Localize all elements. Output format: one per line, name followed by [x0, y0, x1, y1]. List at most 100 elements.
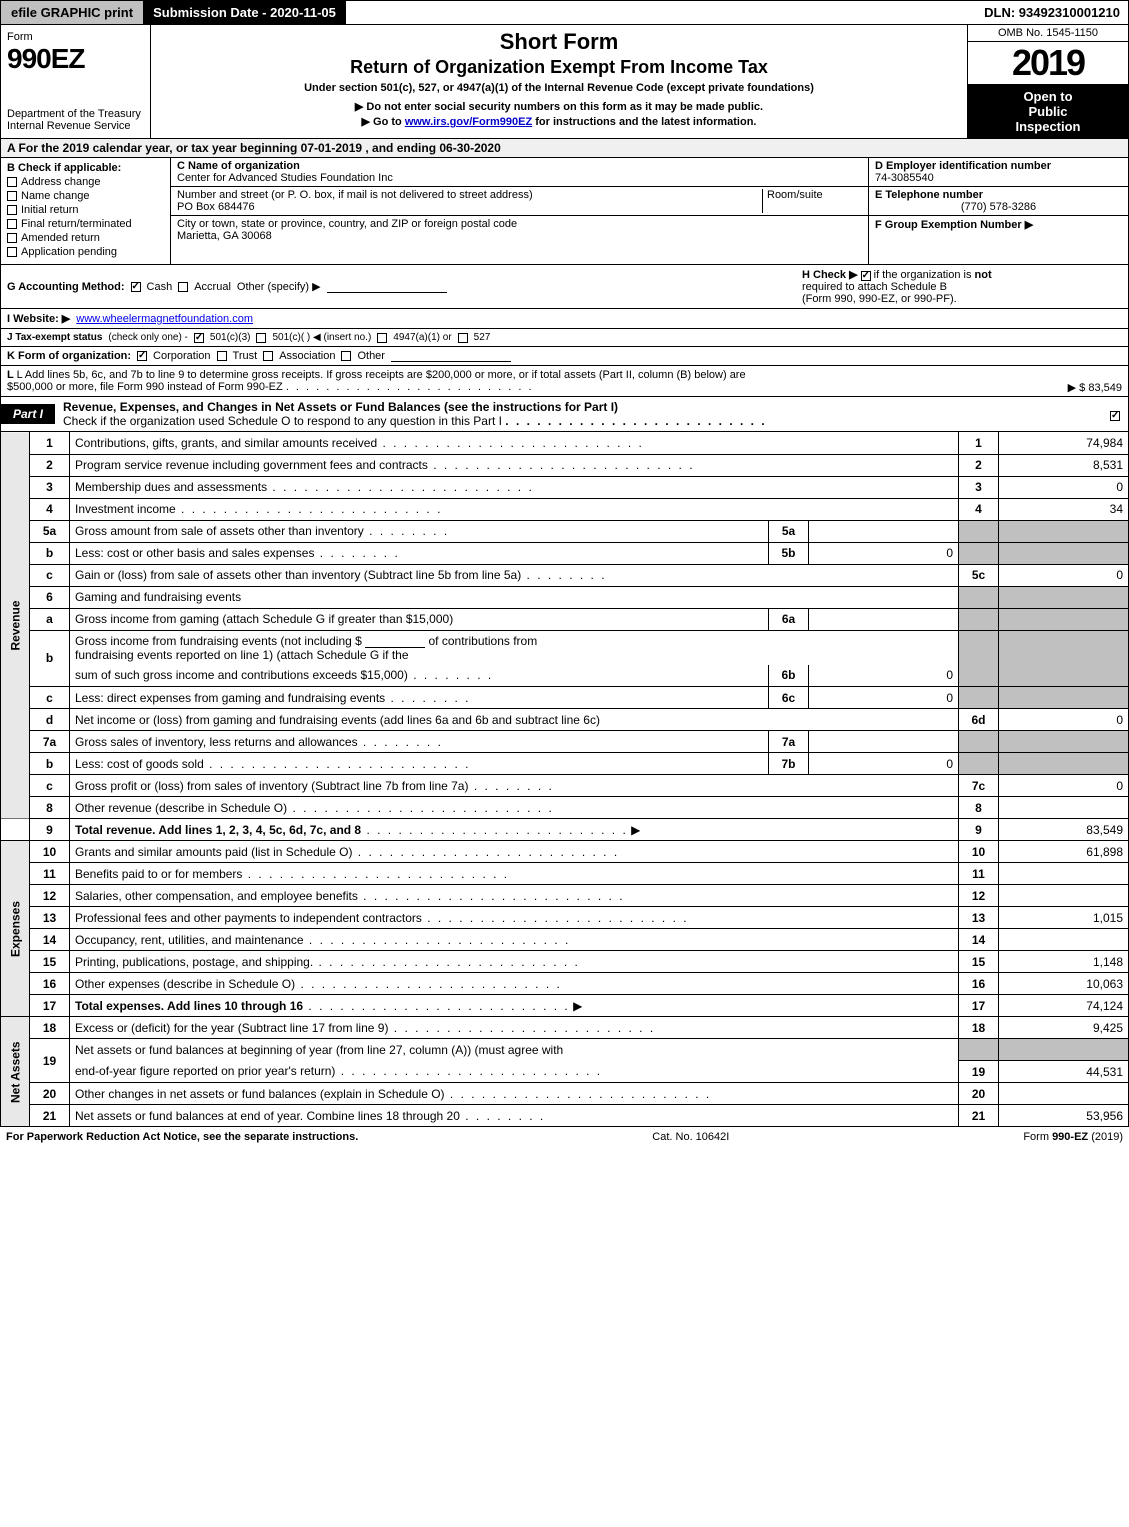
- j-opt2: 501(c)( ) ◀ (insert no.): [272, 332, 371, 343]
- desc-text: Benefits paid to or for members: [75, 867, 242, 881]
- ein-value: 74-3085540: [875, 172, 1122, 184]
- line-desc: Less: cost of goods sold: [70, 753, 769, 775]
- subbox-label: 5a: [769, 520, 809, 542]
- line-numcol: 8: [959, 797, 999, 819]
- line-amount: [999, 885, 1129, 907]
- g-accrual: Accrual: [194, 281, 231, 293]
- chk-corporation[interactable]: [137, 351, 147, 361]
- g-other-blank[interactable]: [327, 281, 447, 293]
- dots-icon: [242, 867, 509, 881]
- k-other-blank[interactable]: [391, 350, 511, 362]
- desc-text: Net assets or fund balances at end of ye…: [75, 1109, 460, 1123]
- line-desc: Net assets or fund balances at beginning…: [70, 1039, 959, 1061]
- desc-text: sum of such gross income and contributio…: [75, 668, 408, 682]
- table-row: 21 Net assets or fund balances at end of…: [1, 1105, 1129, 1127]
- line-number: 8: [30, 797, 70, 819]
- subbox-value: 0: [809, 542, 959, 564]
- line-desc: Occupancy, rent, utilities, and maintena…: [70, 929, 959, 951]
- irs-link[interactable]: www.irs.gov/Form990EZ: [405, 116, 532, 128]
- subbox-value: 0: [809, 753, 959, 775]
- line-desc: Gross profit or (loss) from sales of inv…: [70, 775, 959, 797]
- ein-label: D Employer identification number: [875, 160, 1122, 172]
- inspect-1: Open to: [970, 89, 1126, 104]
- chk-trust[interactable]: [217, 351, 227, 361]
- chk-501c[interactable]: [256, 333, 266, 343]
- chk-address-change[interactable]: Address change: [7, 176, 164, 188]
- row-j: J Tax-exempt status (check only one) - 5…: [0, 329, 1129, 347]
- chk-501c3[interactable]: [194, 333, 204, 343]
- table-row: a Gross income from gaming (attach Sched…: [1, 608, 1129, 630]
- line-number: c: [30, 775, 70, 797]
- line-numcol: 7c: [959, 775, 999, 797]
- table-row: 16 Other expenses (describe in Schedule …: [1, 973, 1129, 995]
- line-number: 1: [30, 432, 70, 454]
- line-numcol: 16: [959, 973, 999, 995]
- dots-icon: [460, 1109, 545, 1123]
- dots-icon: [304, 933, 571, 947]
- chk-h[interactable]: [861, 271, 871, 281]
- room-suite-cell: Room/suite: [762, 189, 862, 213]
- shaded-cell: [959, 753, 999, 775]
- subbox-label: 6b: [769, 665, 809, 687]
- chk-name-change[interactable]: Name change: [7, 190, 164, 202]
- title-short-form: Short Form: [157, 29, 961, 55]
- line-number: 20: [30, 1083, 70, 1105]
- line-number: c: [30, 687, 70, 709]
- chk-association[interactable]: [263, 351, 273, 361]
- j-label: J Tax-exempt status: [7, 332, 102, 343]
- form-header-right: OMB No. 1545-1150 2019 Open to Public In…: [968, 25, 1128, 138]
- line-desc: Less: direct expenses from gaming and fu…: [70, 687, 769, 709]
- k-other: Other: [357, 350, 385, 362]
- chk-amended-return[interactable]: Amended return: [7, 232, 164, 244]
- note-link-post: for instructions and the latest informat…: [532, 116, 756, 128]
- line-desc: sum of such gross income and contributio…: [70, 665, 769, 687]
- j-opt1: 501(c)(3): [210, 332, 251, 343]
- line-amount: 74,984: [999, 432, 1129, 454]
- footer-formref: Form 990-EZ (2019): [1023, 1131, 1123, 1143]
- row-g-h: G Accounting Method: Cash Accrual Other …: [0, 265, 1129, 309]
- website-link[interactable]: www.wheelermagnetfoundation.com: [76, 313, 253, 325]
- line-number: 5a: [30, 520, 70, 542]
- l-text1: L Add lines 5b, 6c, and 7b to line 9 to …: [17, 369, 746, 381]
- part-1-header: Part I Revenue, Expenses, and Changes in…: [0, 397, 1129, 432]
- table-row: 7a Gross sales of inventory, less return…: [1, 731, 1129, 753]
- blank-field[interactable]: [365, 636, 425, 648]
- org-city-value: Marietta, GA 30068: [177, 230, 862, 242]
- chk-label: Final return/terminated: [21, 218, 132, 230]
- chk-application-pending[interactable]: Application pending: [7, 246, 164, 258]
- chk-final-return[interactable]: Final return/terminated: [7, 218, 164, 230]
- phone-cell: E Telephone number (770) 578-3286: [869, 187, 1128, 216]
- chk-cash[interactable]: [131, 282, 141, 292]
- chk-527[interactable]: [458, 333, 468, 343]
- shaded-cell: [959, 586, 999, 608]
- form-number: 990EZ: [7, 43, 144, 75]
- subbox-label: 5b: [769, 542, 809, 564]
- subbox-value: [809, 608, 959, 630]
- j-sub: (check only one) -: [108, 332, 187, 343]
- line-desc: Grants and similar amounts paid (list in…: [70, 841, 959, 863]
- table-row: b Gross income from fundraising events (…: [1, 630, 1129, 665]
- form-word: Form: [7, 31, 144, 43]
- g-other: Other (specify) ▶: [237, 280, 321, 293]
- line-desc: Other expenses (describe in Schedule O): [70, 973, 959, 995]
- submission-date-button[interactable]: Submission Date - 2020-11-05: [143, 1, 346, 24]
- table-row: 8 Other revenue (describe in Schedule O)…: [1, 797, 1129, 819]
- desc-text: Occupancy, rent, utilities, and maintena…: [75, 933, 304, 947]
- line-number: b: [30, 630, 70, 687]
- dots-icon: [295, 977, 562, 991]
- line-amount: 34: [999, 498, 1129, 520]
- dots-icon: [358, 889, 625, 903]
- efile-print-button[interactable]: efile GRAPHIC print: [1, 1, 143, 24]
- chk-4947[interactable]: [377, 333, 387, 343]
- line-desc: Gain or (loss) from sale of assets other…: [70, 564, 959, 586]
- chk-accrual[interactable]: [178, 282, 188, 292]
- line-desc: Gross amount from sale of assets other t…: [70, 520, 769, 542]
- part-1-checkbox[interactable]: [1102, 404, 1128, 424]
- chk-other[interactable]: [341, 351, 351, 361]
- expenses-tab: Expenses: [1, 841, 30, 1017]
- dept-line-2: Internal Revenue Service: [7, 120, 144, 132]
- shaded-cell: [999, 542, 1129, 564]
- line-numcol: 12: [959, 885, 999, 907]
- chk-initial-return[interactable]: Initial return: [7, 204, 164, 216]
- room-suite-label: Room/suite: [767, 189, 862, 201]
